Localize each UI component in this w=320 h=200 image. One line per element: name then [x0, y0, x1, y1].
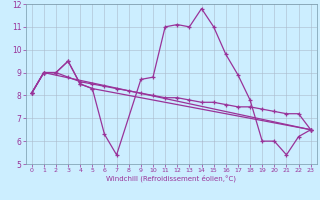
X-axis label: Windchill (Refroidissement éolien,°C): Windchill (Refroidissement éolien,°C): [106, 175, 236, 182]
